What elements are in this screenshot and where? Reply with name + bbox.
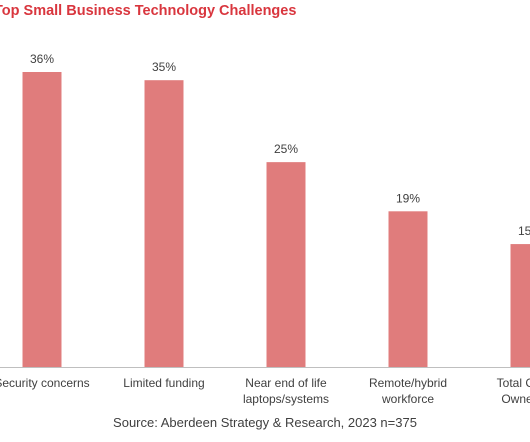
data-label-2: 35% bbox=[152, 60, 176, 74]
chart-title: Top Small Business Technology Challenges bbox=[0, 3, 297, 19]
data-label-3: 25% bbox=[274, 142, 298, 156]
category-label-line: Ownership bbox=[501, 392, 530, 406]
category-label-line: Near end of life bbox=[245, 376, 327, 390]
bar-4 bbox=[388, 211, 428, 367]
chart-source-note: Source: Aberdeen Strategy & Research, 20… bbox=[113, 415, 417, 430]
data-label-4: 19% bbox=[396, 191, 420, 205]
category-label-line: laptops/systems bbox=[243, 392, 329, 406]
data-label-5: 15% bbox=[518, 224, 530, 238]
category-label-3: Near end of life laptops/systems bbox=[243, 376, 329, 406]
category-label-5: Total Cost of Ownership bbox=[497, 376, 530, 406]
category-label-line: Limited funding bbox=[123, 376, 204, 390]
bar-1 bbox=[22, 72, 62, 367]
bar-2 bbox=[144, 80, 184, 367]
category-label-2: Limited funding bbox=[123, 376, 204, 390]
category-label-line: Security concerns bbox=[0, 376, 90, 390]
category-label-line: Total Cost of bbox=[497, 376, 530, 390]
bar-5 bbox=[510, 244, 530, 367]
category-label-line: Remote/hybrid bbox=[369, 376, 447, 390]
category-label-line: workforce bbox=[381, 392, 434, 406]
data-label-1: 36% bbox=[30, 52, 54, 66]
bar-3 bbox=[266, 162, 306, 367]
category-label-1: Security concerns bbox=[0, 376, 90, 390]
category-label-4: Remote/hybrid workforce bbox=[369, 376, 447, 406]
